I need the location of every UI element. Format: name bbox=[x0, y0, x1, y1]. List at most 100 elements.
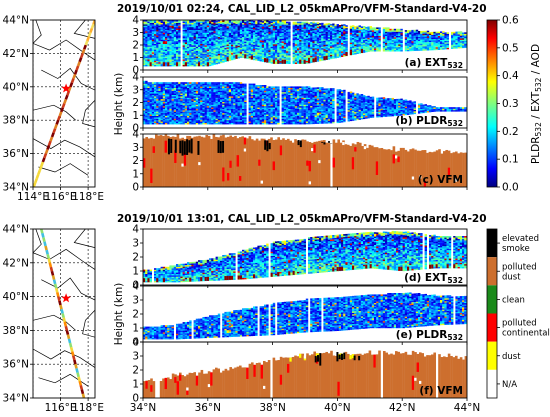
heatmap-cells bbox=[143, 292, 467, 340]
legend-label: N/A bbox=[502, 380, 517, 390]
panel-ytick-label: 3 bbox=[132, 295, 139, 307]
panel-label: (a) EXT532 bbox=[405, 57, 463, 70]
colorbar-tick-label: 0.5 bbox=[502, 42, 519, 54]
map-xtick-label: 114°E bbox=[17, 191, 49, 203]
track-segment bbox=[44, 148, 49, 155]
track-segment bbox=[89, 27, 94, 33]
track-segment bbox=[46, 254, 51, 259]
track-segment bbox=[41, 232, 45, 238]
legend-label: polluted bbox=[502, 262, 537, 272]
track-segment bbox=[76, 372, 80, 378]
map-ytick-label: 36°N bbox=[3, 359, 29, 371]
track-segment bbox=[60, 308, 64, 314]
track-segment bbox=[60, 107, 65, 113]
track-segment bbox=[79, 52, 84, 59]
track-segment bbox=[52, 279, 57, 285]
map-boundary bbox=[33, 229, 42, 253]
track-segment bbox=[56, 292, 60, 297]
map-boundary bbox=[82, 99, 95, 128]
track-segment bbox=[69, 346, 74, 352]
panel-ytick-label: 2 bbox=[132, 309, 139, 321]
panel-label: (f) VFM bbox=[419, 385, 463, 397]
legend-label: smoke bbox=[502, 244, 530, 254]
track-segment bbox=[81, 393, 86, 398]
panel-xtick-label: 44°N bbox=[454, 402, 480, 414]
map-boundary bbox=[38, 163, 89, 176]
legend-swatch bbox=[487, 341, 497, 370]
heatmap-cells bbox=[143, 80, 467, 125]
track-segment bbox=[84, 40, 89, 46]
track-segment bbox=[34, 178, 38, 184]
panel-ytick-label: 2 bbox=[132, 40, 139, 52]
track-segment bbox=[68, 342, 73, 348]
map-boundary bbox=[33, 20, 42, 44]
track-segment bbox=[43, 153, 48, 159]
panel-ytick-label: 4 bbox=[132, 281, 139, 293]
map-ytick-label: 42°N bbox=[3, 48, 29, 60]
legend-label: dust bbox=[502, 272, 521, 282]
track-segment bbox=[49, 266, 54, 272]
panel-ytick-label: 1 bbox=[132, 110, 139, 122]
colorbar-label: PLDR532 / EXT532 / AOD bbox=[530, 44, 543, 164]
colorbar: 0.0 0.1 0.2 0.3 0.4 0.5 0.6 bbox=[486, 15, 519, 194]
panel-label: (d) EXT532 bbox=[404, 272, 463, 285]
track-segment bbox=[76, 61, 81, 67]
panel-ytick-label: 3 bbox=[132, 142, 139, 154]
legend-frame bbox=[486, 228, 498, 399]
track-segment bbox=[86, 36, 91, 42]
track-segment bbox=[46, 144, 51, 150]
heatmap-cells bbox=[143, 230, 467, 283]
panel-ytick-label: 2 bbox=[132, 155, 139, 167]
legend-swatch bbox=[487, 257, 497, 286]
star-marker bbox=[61, 293, 71, 303]
legend-swatch bbox=[487, 313, 497, 342]
legend-label: polluted bbox=[502, 319, 537, 329]
track-segment bbox=[42, 237, 46, 242]
title-top: 2019/10/01 02:24, CAL_LID_L2_05kmAPro/VF… bbox=[117, 3, 487, 15]
panel-ytick-label: 3 bbox=[132, 84, 139, 96]
track-segment bbox=[54, 287, 59, 293]
map-xtick-label: 118°E bbox=[72, 191, 104, 203]
panel-xtick-label: 36°N bbox=[195, 402, 221, 414]
vfm-legend: elevatedsmokepolluteddustcleanpollutedco… bbox=[486, 228, 550, 399]
track-segment bbox=[87, 32, 92, 38]
track-segment bbox=[73, 359, 77, 365]
panel-xtick-label: 40°N bbox=[324, 402, 350, 414]
colorbar-tick-label: 0.3 bbox=[502, 98, 519, 110]
map-boundary bbox=[33, 348, 95, 368]
vfm-cells bbox=[143, 134, 467, 187]
map-ytick-label: 40°N bbox=[3, 291, 29, 303]
panel-ytick-label: 1 bbox=[132, 52, 139, 64]
track-segment bbox=[50, 132, 55, 138]
panel-ytick-label: 1 bbox=[132, 168, 139, 180]
panel-ytick-label: 0 bbox=[132, 393, 139, 405]
track-segment bbox=[90, 23, 95, 29]
track-segment bbox=[56, 115, 61, 121]
map-boundary bbox=[33, 104, 76, 121]
map-boundary bbox=[33, 138, 95, 158]
panel-label: (c) VFM bbox=[418, 174, 463, 186]
track-segment bbox=[78, 57, 83, 63]
panel-ytick-label: 3 bbox=[132, 351, 139, 363]
track-segment bbox=[75, 65, 80, 71]
track-segment bbox=[64, 325, 69, 331]
pldr-bottom-panel: 0 1 2 3 4 (e) PLDR532 bbox=[132, 281, 468, 349]
map-ytick-label: 44°N bbox=[3, 224, 29, 236]
panel-xtick-label: 34°N bbox=[130, 402, 156, 414]
track-segment bbox=[72, 73, 77, 79]
panel-ytick-label: 0 bbox=[132, 123, 139, 135]
panel-ytick-label: 1 bbox=[132, 323, 139, 335]
track-segment bbox=[58, 300, 62, 306]
panel-ytick-label: 0 bbox=[132, 280, 139, 292]
track-segment bbox=[70, 351, 75, 357]
track-segment bbox=[81, 48, 86, 54]
track-segment bbox=[70, 78, 75, 84]
panel-ytick-label: 4 bbox=[132, 72, 139, 84]
track-segment bbox=[67, 338, 72, 344]
track-segment bbox=[58, 111, 63, 117]
map-xtick-label: 116°E bbox=[45, 402, 77, 414]
